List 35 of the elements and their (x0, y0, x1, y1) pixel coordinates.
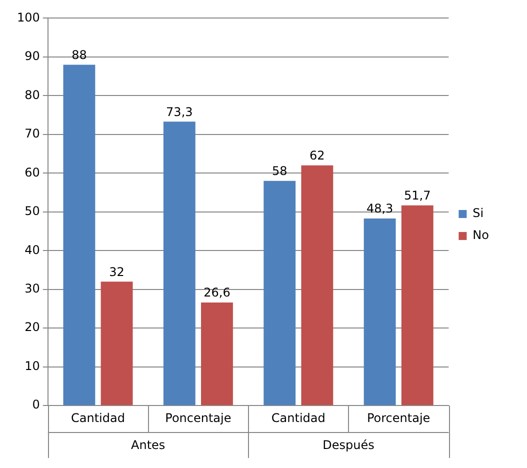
x-tick-label: Cantidad (271, 410, 326, 425)
legend-label: Si (472, 206, 484, 220)
y-tick-label: 70 (24, 126, 40, 141)
y-tick-label: 10 (24, 358, 40, 373)
data-label: 62 (310, 148, 325, 163)
y-tick-label: 20 (24, 320, 40, 334)
x-tick-label: Porcentaje (366, 410, 430, 425)
x-tick-label: Cantidad (71, 410, 125, 425)
data-label: 88 (72, 48, 87, 62)
bar (163, 122, 196, 406)
x-tick-label: Poncentaje (165, 410, 232, 425)
bar (364, 218, 396, 406)
legend-label: No (472, 228, 490, 242)
data-label: 58 (272, 164, 288, 178)
bar (301, 165, 334, 406)
bar (264, 180, 296, 406)
y-tick-label: 30 (24, 282, 40, 296)
y-tick-label: 60 (24, 165, 40, 180)
y-tick-label: 50 (24, 204, 40, 218)
y-tick-label: 100 (17, 10, 40, 24)
y-tick-label: 0 (32, 398, 40, 412)
data-label: 26,6 (204, 286, 230, 300)
data-label: 51,7 (404, 188, 431, 202)
bar (100, 282, 133, 406)
data-label: 32 (109, 264, 124, 279)
y-tick-label: 90 (24, 49, 40, 64)
bar (201, 302, 233, 406)
bar (63, 64, 96, 406)
data-label: 48,3 (366, 202, 394, 216)
y-tick-label: 40 (24, 242, 40, 257)
text: Antes (131, 438, 166, 452)
y-tick-label: 80 (24, 88, 40, 102)
text: Después (322, 438, 374, 452)
bar (401, 205, 434, 406)
data-label: 73,3 (166, 104, 193, 119)
